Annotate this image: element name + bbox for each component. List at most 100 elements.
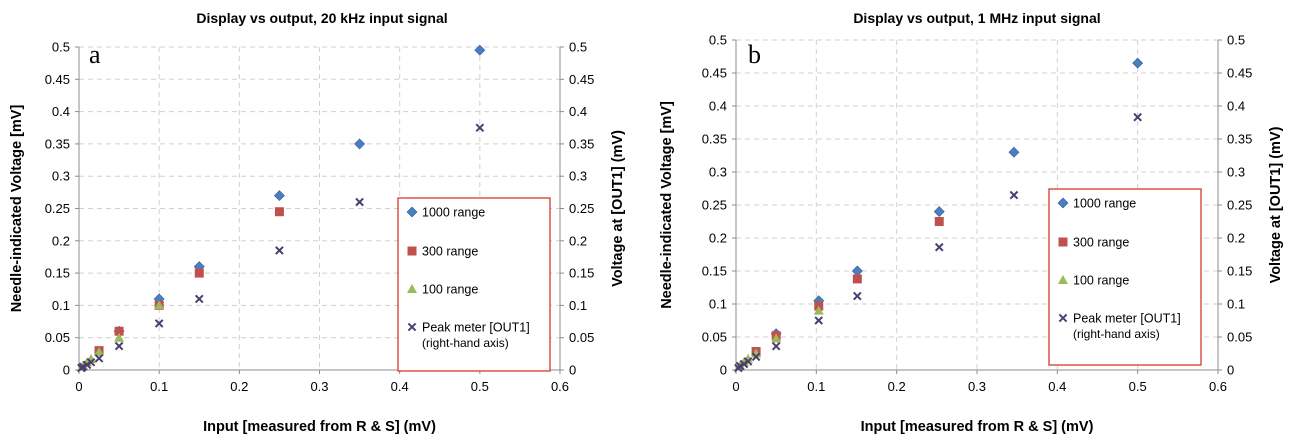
- x-tick-label: 0.1: [807, 379, 825, 394]
- legend-entry: 100 range: [1073, 274, 1129, 288]
- series-x: [77, 123, 485, 373]
- right-tick-label: 0.1: [569, 298, 587, 313]
- left-tick-label: 0.1: [709, 297, 727, 312]
- legend-box: [1048, 188, 1202, 366]
- legend-entry: (right-hand axis): [1073, 327, 1160, 341]
- right-tick-label: 0: [569, 363, 576, 378]
- left-tick-label: 0.1: [52, 298, 70, 313]
- x-tick-label: 0.5: [471, 379, 489, 394]
- right-tick-label: 0.05: [1227, 330, 1252, 345]
- right-tick-label: 0.5: [1227, 33, 1245, 48]
- y2-axis-label: Voltage at [OUT1] (mV): [610, 130, 626, 287]
- data-point-x: [355, 197, 364, 207]
- left-tick-label: 0.5: [709, 33, 727, 48]
- data-point-diamond: [354, 138, 366, 150]
- left-tick-label: 0.05: [702, 330, 727, 345]
- data-point-triangle: [743, 353, 754, 363]
- data-point-x: [86, 357, 96, 367]
- right-tick-label: 0.35: [569, 136, 594, 151]
- legend-entry: 300 range: [422, 245, 478, 259]
- tick-labels: 0 00.05 0.050.1 0.10.15 0.150.2 0.20.25 0.250.…: [702, 33, 1253, 395]
- data-point-triangle: [154, 300, 165, 310]
- left-tick-label: 0: [720, 363, 727, 378]
- data-point-x: [1133, 112, 1142, 122]
- right-tick-label: 0.3: [1227, 165, 1245, 180]
- data-point-diamond: [1008, 146, 1020, 158]
- data-point-x: [852, 291, 862, 301]
- data-point-triangle: [94, 346, 105, 356]
- y-axis-label: Needle-indicated Voltage [mV]: [659, 101, 675, 309]
- x-tick-label: 0.5: [1129, 379, 1147, 394]
- y2-axis-label: Voltage at [OUT1] (mV): [1268, 126, 1284, 283]
- left-tick-label: 0.2: [709, 231, 727, 246]
- legend-entry: (right-hand axis): [422, 336, 509, 350]
- data-point-x: [751, 352, 761, 362]
- data-point-x: [814, 316, 824, 325]
- x-tick-label: 0.4: [391, 379, 409, 394]
- x-tick-label: 0.2: [888, 379, 906, 394]
- legend-entry: 300 range: [1073, 236, 1129, 250]
- right-tick-label: 0.05: [569, 330, 594, 345]
- series-x: [734, 112, 1142, 373]
- left-tick-label: 0.15: [702, 264, 727, 279]
- data-point-diamond: [273, 190, 285, 202]
- right-tick-label: 0.15: [569, 266, 594, 281]
- legend-entry: Peak meter [OUT1]: [422, 321, 530, 335]
- data-point-triangle: [771, 333, 782, 343]
- data-point-x: [275, 246, 284, 255]
- legend: 1000 range 300 range 100 range Peak meter […: [397, 197, 551, 372]
- data-point-x: [934, 242, 944, 252]
- right-tick-label: 0.25: [569, 201, 594, 216]
- legend-marker-x: [1058, 313, 1068, 323]
- right-tick-label: 0.45: [1227, 66, 1252, 81]
- chart-panel-a: 0 00.05 0.050.1 0.10.15 0.150.2 0.20.25 0.250.…: [9, 10, 626, 435]
- panel-letter: a: [89, 40, 101, 69]
- left-tick-label: 0.35: [45, 136, 70, 151]
- data-point-square: [274, 207, 284, 217]
- chart-title: Display vs output, 1 MHz input signal: [853, 10, 1100, 26]
- series-square: [94, 207, 284, 356]
- data-point-diamond: [1132, 57, 1144, 69]
- legend-entry: 1000 range: [422, 206, 485, 220]
- right-tick-label: 0.4: [569, 104, 587, 119]
- legend-marker-square: [407, 246, 417, 256]
- legend-marker-triangle: [407, 284, 417, 293]
- data-point-triangle: [114, 332, 125, 342]
- data-point-triangle: [813, 305, 824, 315]
- x-tick-label: 0.4: [1048, 379, 1066, 394]
- x-axis-label: Input [measured from R & S] (mV): [861, 419, 1094, 435]
- legend-box: [397, 197, 551, 372]
- legend-marker-diamond: [1057, 197, 1069, 209]
- data-point-square: [934, 217, 944, 226]
- legend-entry: 1000 range: [1073, 197, 1136, 211]
- data-point-diamond: [933, 206, 945, 218]
- data-point-x: [82, 360, 92, 370]
- right-tick-label: 0.45: [569, 72, 594, 87]
- data-point-x: [114, 341, 124, 351]
- right-tick-label: 0.1: [1227, 297, 1245, 312]
- x-axis-label: Input [measured from R & S] (mV): [203, 419, 436, 435]
- data-point-x: [1009, 190, 1019, 200]
- data-point-x: [771, 341, 781, 351]
- x-tick-label: 0: [732, 379, 739, 394]
- left-tick-label: 0.3: [52, 169, 70, 184]
- x-tick-label: 0.3: [310, 379, 328, 394]
- data-point-square: [114, 326, 124, 336]
- data-point-square: [194, 268, 204, 278]
- x-tick-label: 0.1: [150, 379, 168, 394]
- left-tick-label: 0.5: [52, 40, 70, 55]
- legend-entry: Peak meter [OUT1]: [1073, 312, 1181, 326]
- left-tick-label: 0.2: [52, 233, 70, 248]
- x-tick-label: 0.3: [968, 379, 986, 394]
- right-tick-label: 0.2: [569, 233, 587, 248]
- legend-marker-triangle: [1058, 275, 1068, 284]
- right-tick-label: 0.25: [1227, 198, 1252, 213]
- data-point-x: [194, 294, 204, 304]
- left-tick-label: 0.4: [52, 104, 70, 119]
- legend-marker-x: [407, 322, 417, 332]
- data-point-square: [852, 274, 862, 284]
- right-tick-label: 0.4: [1227, 99, 1245, 114]
- left-tick-label: 0.15: [45, 266, 70, 281]
- chart-panel-b: 0 00.05 0.050.1 0.10.15 0.150.2 0.20.25 0.250.…: [659, 10, 1284, 435]
